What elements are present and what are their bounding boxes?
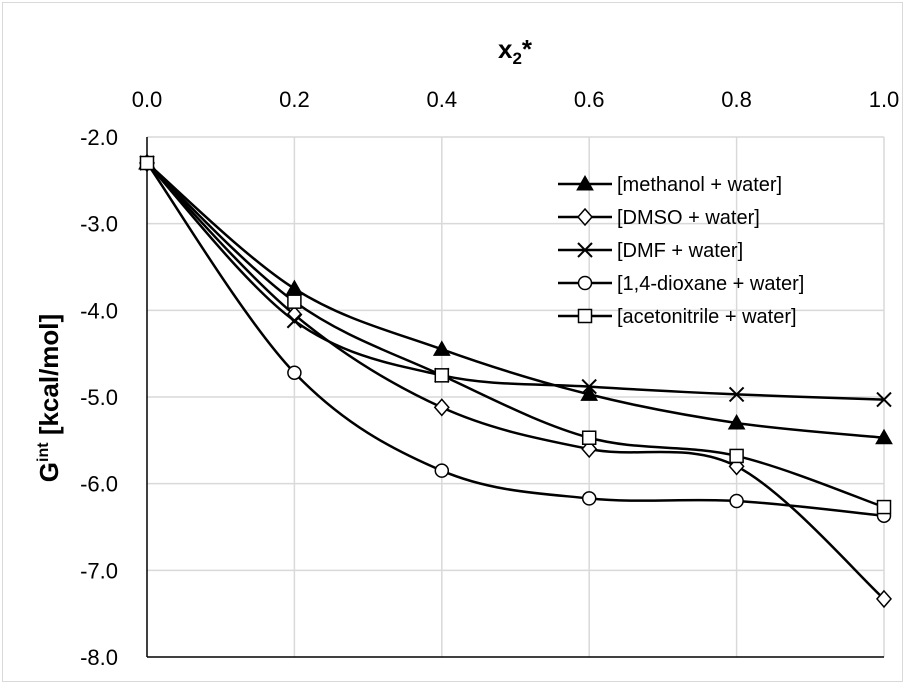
x-tick-label: 0.2 — [279, 87, 310, 112]
data-point — [876, 499, 892, 515]
data-point — [287, 365, 302, 380]
legend-marker — [577, 308, 593, 324]
legend-entry: [DMSO + water] — [558, 207, 760, 229]
y-tick-label: -8.0 — [80, 645, 118, 670]
legend: [methanol + water] [DMSO + water] [DMF + w… — [558, 174, 804, 328]
legend-label: [1,4-dioxane + water] — [617, 273, 804, 295]
series-line — [146, 162, 885, 401]
y-tick-labels: -2.0 -3.0 -4.0 -5.0 -6.0 -7.0 -8.0 — [80, 125, 118, 670]
data-point — [286, 313, 303, 329]
x-tick-label: 1.0 — [869, 87, 900, 112]
x-axis-title: x2* — [498, 34, 533, 68]
y-tick-label: -2.0 — [80, 125, 118, 150]
data-point — [876, 589, 892, 609]
legend-marker — [576, 174, 594, 191]
x-tick-label: 0.4 — [427, 87, 458, 112]
series-line — [145, 162, 885, 517]
legend-entry: [methanol + water] — [558, 174, 782, 196]
legend-label: [DMSO + water] — [617, 207, 760, 229]
data-point — [580, 385, 599, 401]
series-0 — [138, 153, 893, 445]
data-point — [727, 413, 746, 430]
series-4 — [139, 155, 892, 515]
y-tick-label: -5.0 — [80, 385, 118, 410]
series-1 — [139, 153, 892, 609]
data-point — [287, 294, 302, 309]
x-tick-label: 0.8 — [721, 87, 752, 112]
data-point — [875, 428, 893, 445]
y-axis-title: Gint [kcal/mol] — [34, 314, 64, 482]
legend-entry: [DMF + water] — [558, 240, 743, 262]
data-point — [876, 391, 892, 408]
y-tick-label: -3.0 — [80, 212, 118, 237]
legend-label: [acetonitrile + water] — [617, 306, 797, 328]
y-tick-label: -4.0 — [80, 298, 118, 323]
legend-label: [DMF + water] — [617, 240, 743, 262]
data-point — [729, 493, 744, 509]
series-group — [138, 153, 893, 609]
legend-marker — [577, 275, 593, 291]
axes — [146, 137, 884, 658]
x-tick-label: 0.6 — [574, 87, 605, 112]
data-point — [581, 439, 598, 459]
legend-marker — [577, 242, 593, 258]
legend-label: [methanol + water] — [617, 174, 782, 196]
grid — [147, 136, 885, 657]
data-point — [729, 448, 744, 464]
legend-entry: [1,4-dioxane + water] — [558, 273, 804, 295]
series-line — [146, 162, 885, 600]
data-point — [432, 340, 451, 356]
y-tick-label: -7.0 — [80, 558, 118, 583]
data-point — [581, 491, 597, 506]
data-point — [433, 398, 450, 417]
series-line — [146, 162, 885, 509]
data-point — [581, 430, 597, 445]
y-tick-label: -6.0 — [80, 472, 118, 497]
x-tick-labels: 0.0 0.2 0.4 0.6 0.8 1.0 — [132, 87, 900, 112]
data-point — [728, 386, 745, 403]
data-point — [434, 368, 450, 383]
data-point — [139, 155, 155, 171]
data-point — [581, 378, 597, 395]
series-line — [146, 162, 885, 439]
x-tick-label: 0.0 — [132, 87, 163, 112]
legend-marker — [577, 207, 593, 227]
legend-entry: [acetonitrile + water] — [558, 306, 797, 328]
data-point — [285, 279, 304, 296]
data-point — [434, 463, 450, 478]
